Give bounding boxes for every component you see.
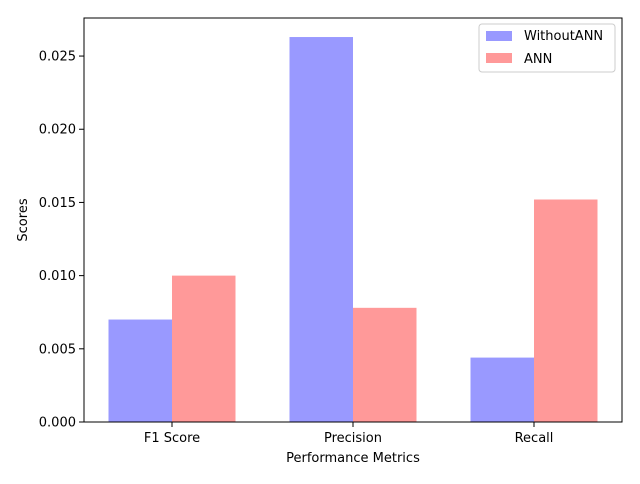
bars-layer: [108, 37, 598, 422]
y-tick-label: 0.005: [39, 342, 76, 357]
legend-label-withoutann: WithoutANN: [524, 29, 603, 44]
legend-box: [478, 23, 616, 73]
bar-ann-f1-score: [172, 275, 236, 422]
y-tick-label: 0.010: [39, 269, 76, 284]
y-tick-label: 0.000: [39, 416, 76, 431]
legend-swatch-withoutann: [486, 31, 512, 41]
x-tick-label: F1 Score: [144, 431, 200, 446]
y-axis: 0.000 0.005 0.010 0.015 0.020 0.025: [39, 50, 84, 431]
x-tick-label: Recall: [515, 431, 554, 446]
bar-withoutann-precision: [289, 37, 353, 422]
legend-label-ann: ANN: [524, 52, 552, 67]
bar-withoutann-f1-score: [108, 319, 172, 422]
y-tick-label: 0.020: [39, 123, 76, 138]
x-axis: F1 Score Precision Recall: [144, 422, 554, 446]
y-axis-label: Scores: [16, 198, 31, 241]
y-tick-label: 0.025: [39, 50, 76, 65]
legend: WithoutANN ANN: [478, 23, 616, 73]
x-tick-label: Precision: [324, 431, 382, 446]
legend-swatch-ann: [486, 53, 512, 63]
x-axis-label: Performance Metrics: [286, 451, 420, 466]
bar-withoutann-recall: [470, 357, 534, 422]
y-tick-label: 0.015: [39, 196, 76, 211]
bar-ann-recall: [534, 199, 598, 422]
bar-ann-precision: [353, 307, 417, 422]
